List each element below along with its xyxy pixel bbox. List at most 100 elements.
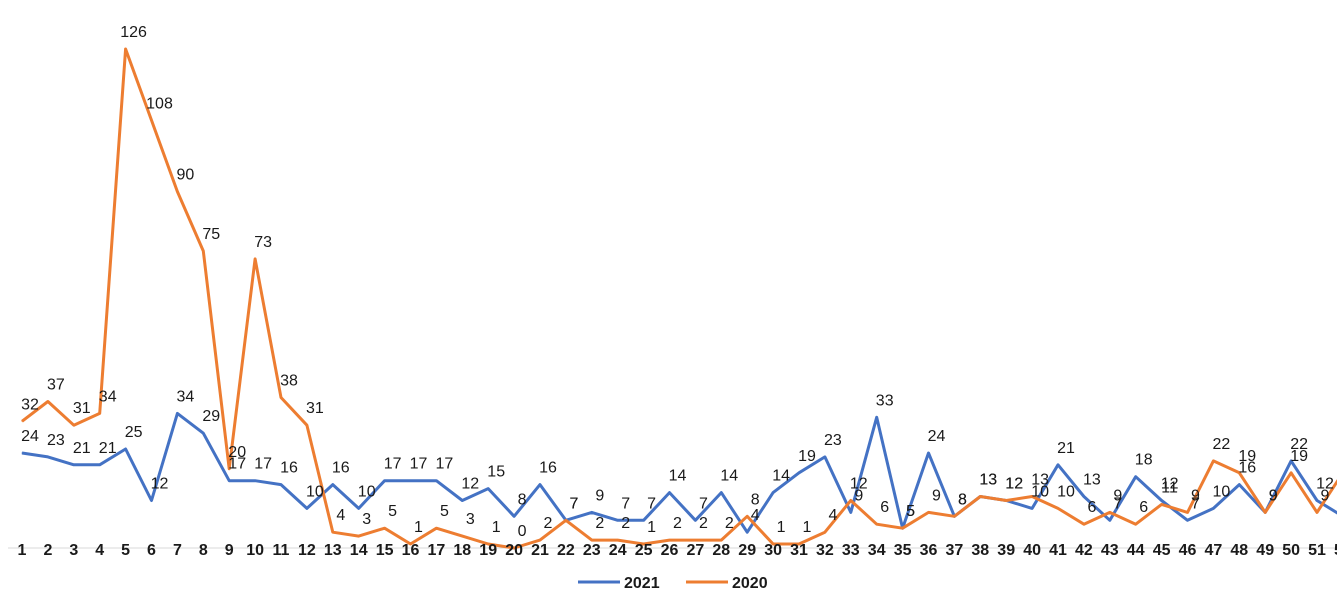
data-point-2020-17 (435, 527, 437, 529)
data-label-2020-39: 12 (1005, 475, 1023, 492)
data-label-2020-37: 8 (958, 491, 967, 508)
data-point-2020-21 (539, 539, 541, 541)
x-tick-label-26: 26 (661, 542, 679, 559)
data-label-2021-26: 14 (669, 468, 687, 485)
data-label-2021-14: 10 (358, 483, 376, 500)
data-point-2021-48 (1238, 484, 1240, 486)
x-tick-label-10: 10 (246, 542, 264, 559)
x-tick-label-14: 14 (350, 542, 368, 559)
data-point-2021-31 (798, 472, 800, 474)
data-label-2020-13: 4 (336, 507, 345, 524)
data-point-2020-38 (979, 496, 981, 498)
x-tick-label-33: 33 (842, 542, 860, 559)
series-layer (21, 47, 1337, 550)
data-label-2020-21: 2 (544, 515, 553, 532)
data-point-2021-47 (1212, 507, 1214, 509)
data-label-2020-45: 11 (1161, 479, 1178, 496)
data-label-2020-26: 2 (673, 515, 682, 532)
data-label-2020-42: 6 (1087, 499, 1096, 516)
data-point-2021-30 (772, 492, 774, 494)
x-tick-label-15: 15 (376, 542, 394, 559)
data-label-2021-33: 9 (854, 487, 863, 504)
x-tick-label-39: 39 (997, 542, 1015, 559)
data-point-2020-29 (746, 515, 748, 517)
x-tick-label-1: 1 (18, 542, 27, 559)
data-label-2020-48: 19 (1238, 448, 1256, 465)
data-point-2021-11 (280, 484, 282, 486)
data-label-2021-21: 16 (539, 460, 557, 477)
x-tick-label-5: 5 (121, 542, 130, 559)
x-tick-label-35: 35 (894, 542, 912, 559)
data-label-2021-1: 24 (21, 428, 39, 445)
x-tick-label-49: 49 (1256, 542, 1274, 559)
data-label-2020-25: 1 (647, 519, 656, 536)
data-point-2021-28 (720, 492, 722, 494)
data-label-2020-7: 90 (177, 167, 195, 184)
data-point-2020-45 (1161, 503, 1163, 505)
x-tick-label-25: 25 (635, 542, 653, 559)
data-label-2021-9: 17 (228, 456, 246, 473)
data-point-2021-8 (202, 432, 204, 434)
data-label-2021-27: 7 (699, 495, 708, 512)
data-label-2021-35: 5 (906, 503, 915, 520)
data-label-2021-46: 7 (1191, 495, 1200, 512)
data-label-2020-1: 32 (21, 396, 39, 413)
data-label-2021-6: 12 (151, 475, 169, 492)
data-label-2021-47: 10 (1213, 483, 1231, 500)
data-point-2021-5 (125, 448, 127, 450)
data-point-2021-2 (47, 456, 49, 458)
data-label-2021-40: 10 (1031, 483, 1049, 500)
data-label-2020-40: 13 (1031, 472, 1049, 489)
data-point-2021-36 (928, 452, 929, 454)
data-point-2020-43 (1109, 511, 1111, 513)
data-label-2021-43: 7 (1113, 495, 1122, 512)
data-label-2021-50: 22 (1290, 436, 1308, 453)
x-tick-label-20: 20 (505, 542, 523, 559)
data-point-2021-16 (410, 480, 411, 482)
data-point-2020-47 (1212, 460, 1214, 462)
data-label-2020-33: 12 (850, 475, 868, 492)
x-tick-label-50: 50 (1282, 542, 1300, 559)
x-tick-label-30: 30 (764, 542, 782, 559)
x-tick-label-3: 3 (69, 542, 78, 559)
data-label-2021-22: 7 (569, 495, 578, 512)
data-point-2020-31 (798, 543, 800, 545)
data-point-2021-7 (176, 412, 178, 414)
data-point-2020-35 (902, 527, 904, 529)
data-point-2020-4 (99, 412, 101, 414)
data-label-2020-22: 7 (569, 495, 578, 512)
data-point-2020-46 (1187, 511, 1188, 513)
data-point-2020-23 (591, 539, 593, 541)
data-point-2020-1 (21, 420, 23, 422)
data-point-2020-24 (617, 539, 619, 541)
data-label-2021-37: 8 (958, 491, 967, 508)
x-tick-label-13: 13 (324, 542, 342, 559)
data-label-2021-23: 9 (595, 487, 604, 504)
data-point-2021-4 (99, 464, 101, 466)
data-label-2020-43: 9 (1113, 487, 1122, 504)
data-label-2020-18: 3 (466, 511, 475, 528)
data-label-2020-10: 73 (254, 234, 272, 251)
x-tick-label-11: 11 (273, 542, 290, 559)
data-label-2020-9: 20 (228, 444, 246, 461)
x-tick-label-37: 37 (946, 542, 964, 559)
data-label-2021-3: 21 (73, 440, 91, 457)
data-label-2021-12: 10 (306, 483, 324, 500)
x-tick-label-18: 18 (453, 542, 471, 559)
data-label-2020-17: 5 (440, 503, 449, 520)
data-label-2021-10: 17 (254, 456, 272, 473)
x-tick-label-8: 8 (199, 542, 208, 559)
data-label-2021-42: 13 (1083, 472, 1101, 489)
data-point-2021-51 (1316, 499, 1318, 501)
data-point-2021-29 (746, 531, 748, 533)
data-point-2021-43 (1109, 519, 1111, 521)
x-tick-label-43: 43 (1101, 542, 1119, 559)
x-tick-label-44: 44 (1127, 542, 1145, 559)
x-tick-label-32: 32 (816, 542, 834, 559)
series-line-2020 (21, 47, 1337, 550)
legend-label-2020: 2020 (732, 575, 768, 592)
data-point-2020-50 (1290, 472, 1292, 474)
data-label-2021-7: 34 (177, 388, 195, 405)
x-tick-label-34: 34 (868, 542, 886, 559)
